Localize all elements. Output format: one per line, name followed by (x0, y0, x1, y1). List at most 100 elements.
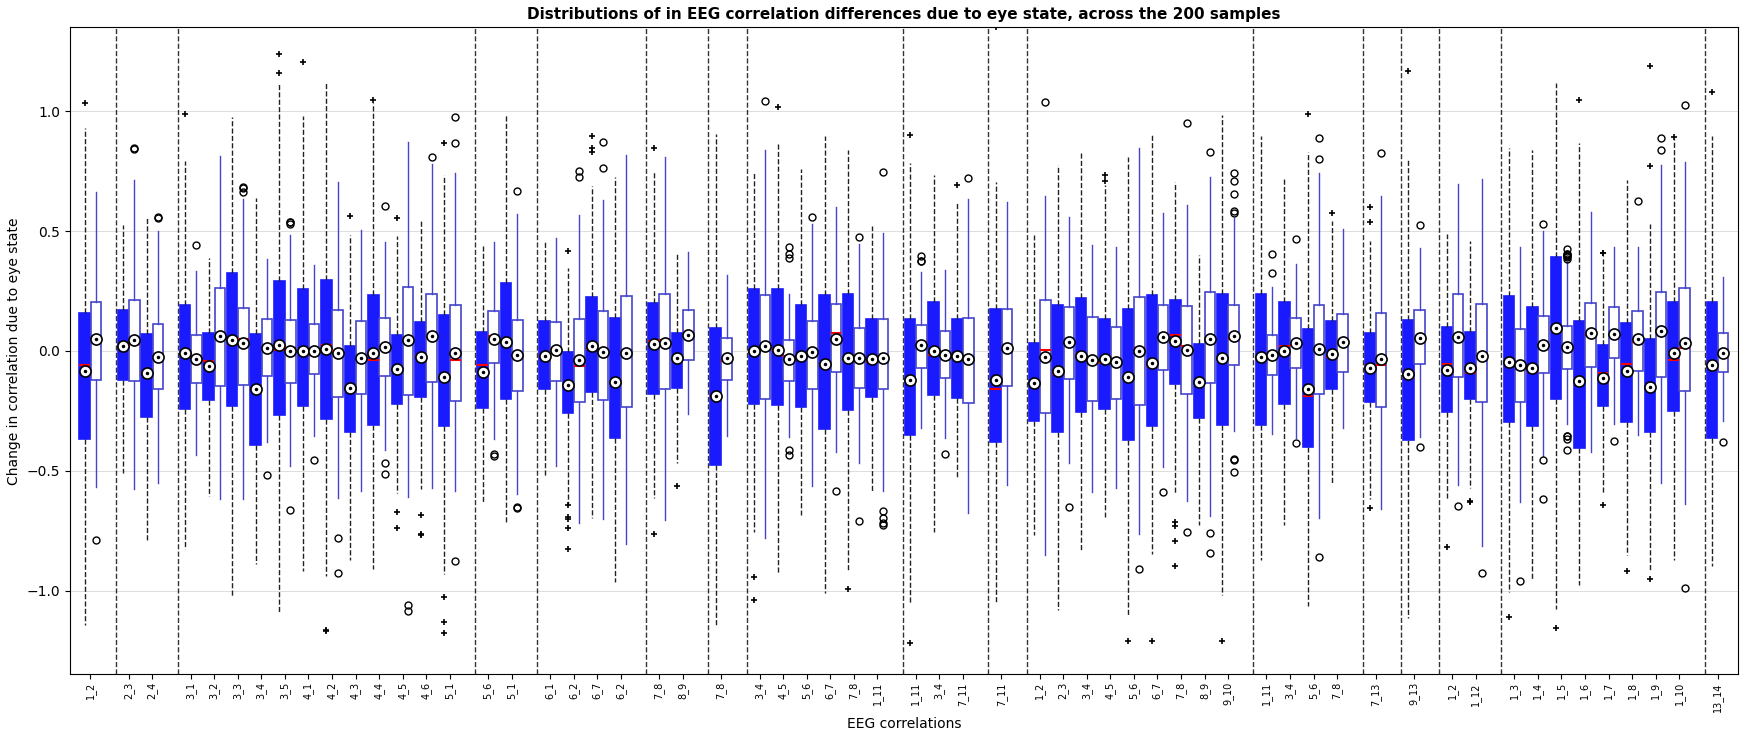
PathPatch shape (1365, 334, 1375, 401)
PathPatch shape (820, 294, 831, 429)
PathPatch shape (1562, 325, 1572, 368)
PathPatch shape (440, 315, 450, 426)
PathPatch shape (867, 319, 878, 397)
PathPatch shape (1099, 320, 1110, 410)
PathPatch shape (1598, 345, 1609, 407)
PathPatch shape (574, 319, 585, 402)
Y-axis label: Change in correlation due to eye state: Change in correlation due to eye state (7, 217, 21, 485)
PathPatch shape (1337, 314, 1347, 372)
PathPatch shape (1146, 295, 1157, 426)
PathPatch shape (611, 318, 621, 438)
PathPatch shape (1204, 292, 1215, 383)
PathPatch shape (1656, 292, 1666, 377)
PathPatch shape (119, 310, 129, 380)
PathPatch shape (1314, 305, 1324, 394)
PathPatch shape (1002, 309, 1012, 386)
PathPatch shape (356, 320, 366, 394)
PathPatch shape (1452, 294, 1464, 377)
PathPatch shape (1304, 329, 1314, 447)
PathPatch shape (1668, 302, 1679, 411)
PathPatch shape (1326, 321, 1337, 389)
PathPatch shape (403, 287, 414, 395)
PathPatch shape (660, 294, 670, 389)
PathPatch shape (1466, 332, 1476, 399)
PathPatch shape (237, 308, 248, 385)
PathPatch shape (1707, 302, 1717, 438)
PathPatch shape (152, 325, 162, 388)
PathPatch shape (1181, 306, 1192, 394)
PathPatch shape (939, 331, 949, 378)
PathPatch shape (1157, 305, 1167, 370)
PathPatch shape (550, 323, 560, 381)
X-axis label: EEG correlations: EEG correlations (846, 717, 961, 731)
PathPatch shape (1375, 313, 1386, 407)
PathPatch shape (1413, 310, 1426, 364)
PathPatch shape (1077, 298, 1087, 413)
PathPatch shape (749, 289, 759, 404)
PathPatch shape (274, 281, 284, 415)
PathPatch shape (450, 305, 461, 401)
PathPatch shape (539, 321, 550, 389)
PathPatch shape (1052, 305, 1063, 432)
PathPatch shape (332, 310, 342, 397)
PathPatch shape (215, 289, 225, 387)
PathPatch shape (1441, 326, 1452, 412)
PathPatch shape (1584, 303, 1597, 367)
PathPatch shape (1527, 307, 1537, 427)
PathPatch shape (843, 294, 853, 410)
PathPatch shape (251, 334, 262, 446)
PathPatch shape (784, 339, 794, 381)
PathPatch shape (141, 334, 152, 417)
PathPatch shape (309, 325, 319, 374)
PathPatch shape (597, 311, 607, 400)
PathPatch shape (953, 319, 963, 398)
PathPatch shape (1515, 329, 1525, 402)
PathPatch shape (672, 333, 682, 388)
PathPatch shape (321, 280, 332, 419)
PathPatch shape (284, 320, 295, 383)
PathPatch shape (1279, 302, 1290, 404)
PathPatch shape (1110, 327, 1120, 399)
PathPatch shape (1030, 343, 1040, 421)
PathPatch shape (1063, 307, 1075, 379)
PathPatch shape (1171, 300, 1181, 384)
PathPatch shape (1476, 305, 1487, 402)
PathPatch shape (368, 295, 379, 425)
PathPatch shape (1290, 317, 1300, 368)
PathPatch shape (806, 322, 817, 390)
PathPatch shape (1717, 333, 1729, 373)
PathPatch shape (227, 273, 237, 405)
PathPatch shape (621, 296, 632, 407)
PathPatch shape (180, 305, 190, 409)
PathPatch shape (721, 338, 731, 380)
PathPatch shape (773, 289, 784, 405)
PathPatch shape (1040, 300, 1050, 413)
PathPatch shape (1551, 257, 1562, 399)
PathPatch shape (1621, 323, 1632, 422)
PathPatch shape (1134, 297, 1145, 405)
PathPatch shape (963, 318, 974, 403)
PathPatch shape (415, 322, 426, 397)
PathPatch shape (1646, 339, 1656, 432)
PathPatch shape (759, 295, 770, 399)
PathPatch shape (129, 300, 140, 381)
PathPatch shape (1609, 307, 1619, 358)
PathPatch shape (796, 305, 806, 407)
PathPatch shape (586, 297, 597, 392)
PathPatch shape (878, 319, 888, 390)
PathPatch shape (489, 311, 499, 362)
PathPatch shape (928, 302, 939, 396)
PathPatch shape (1632, 311, 1644, 371)
PathPatch shape (1218, 294, 1228, 424)
PathPatch shape (1504, 297, 1515, 422)
PathPatch shape (204, 333, 215, 400)
PathPatch shape (1228, 305, 1239, 365)
PathPatch shape (1537, 316, 1550, 373)
PathPatch shape (80, 314, 91, 439)
PathPatch shape (1574, 321, 1584, 448)
PathPatch shape (511, 320, 522, 391)
PathPatch shape (262, 319, 272, 376)
PathPatch shape (1256, 294, 1267, 425)
PathPatch shape (649, 303, 660, 393)
PathPatch shape (564, 352, 574, 413)
